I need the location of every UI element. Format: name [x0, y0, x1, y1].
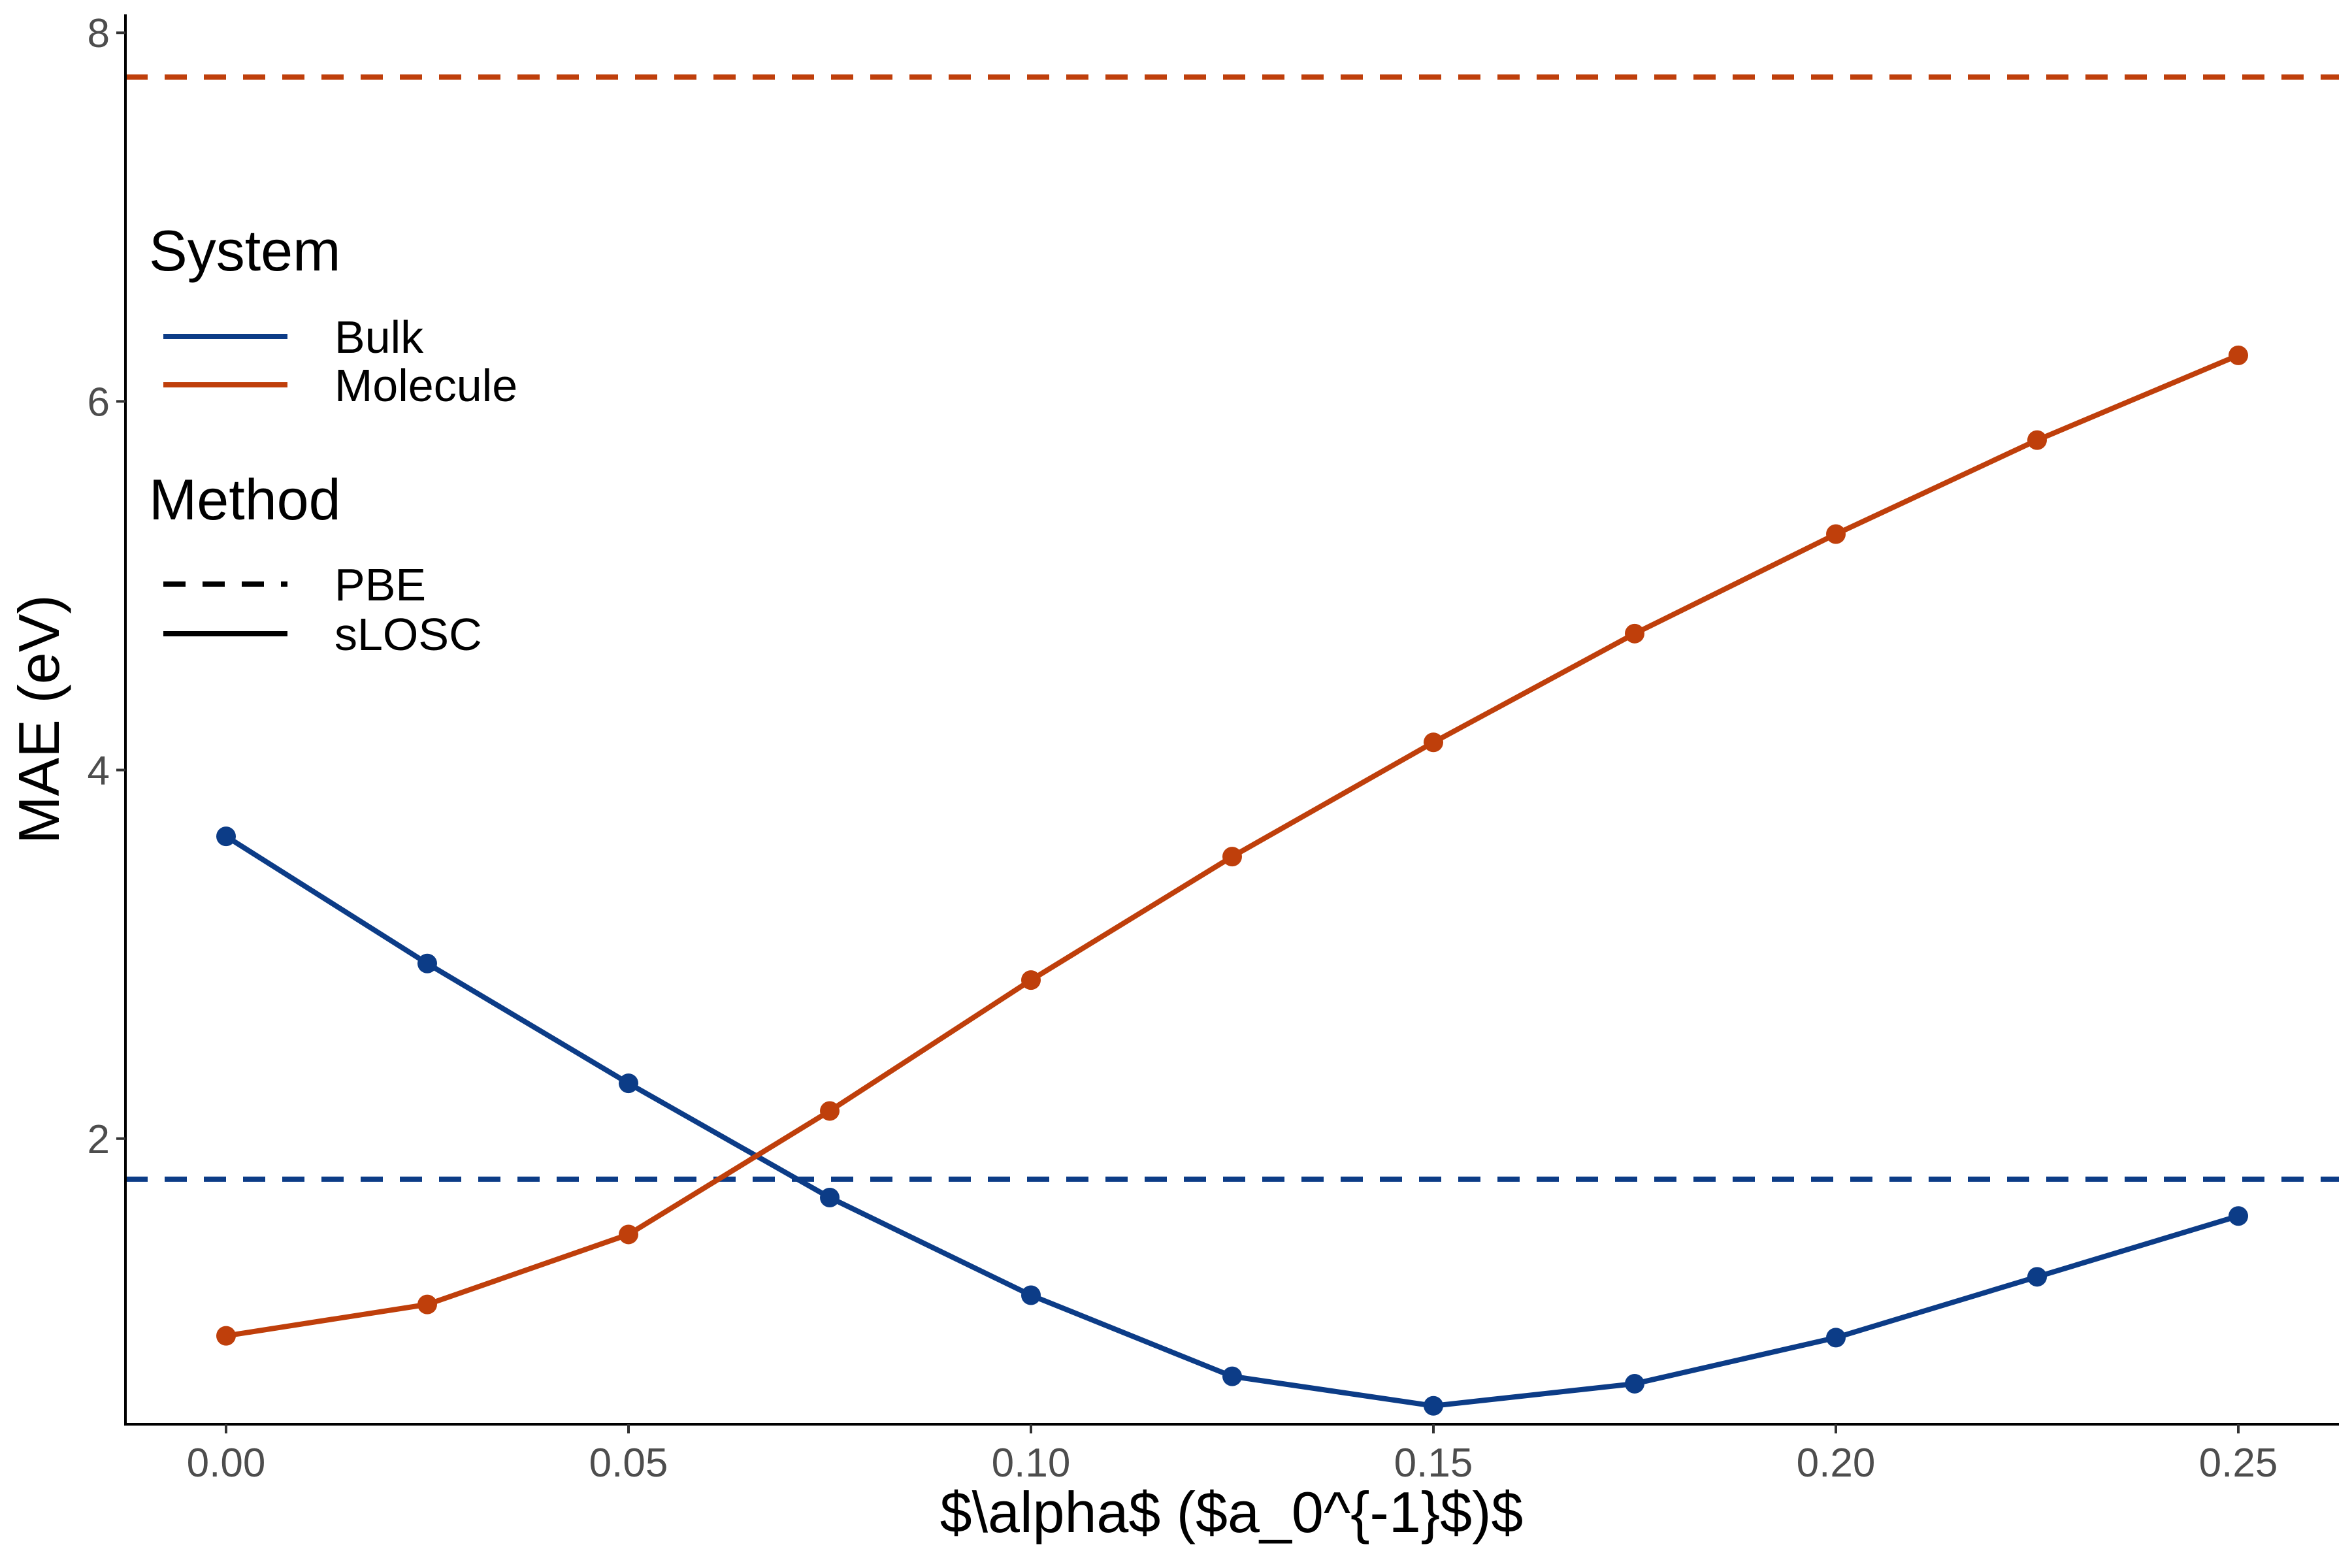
- legend-label-slosc: sLOSC: [335, 609, 482, 660]
- point-molecule-3: [820, 1101, 840, 1121]
- x-tick-label: 0.25: [2199, 1441, 2278, 1486]
- series-line-molecule: [225, 353, 2240, 1339]
- point-molecule-10: [2229, 345, 2248, 365]
- y-tick-label: 2: [88, 1117, 110, 1162]
- point-molecule-0: [216, 1326, 236, 1346]
- legend-title-method: Method: [149, 467, 341, 532]
- point-bulk-4: [1021, 1285, 1041, 1305]
- point-molecule-9: [2027, 430, 2047, 450]
- y-ticks: 2 4 6 8: [88, 11, 125, 1162]
- legend-label-molecule: Molecule: [335, 360, 517, 411]
- point-bulk-9: [2027, 1267, 2047, 1287]
- point-bulk-8: [1826, 1328, 1846, 1348]
- point-molecule-8: [1826, 524, 1846, 544]
- point-bulk-0: [216, 826, 236, 847]
- x-tick-label: 0.20: [1797, 1441, 1876, 1486]
- point-molecule-6: [1424, 732, 1443, 753]
- legend-title-system: System: [149, 218, 340, 283]
- point-molecule-5: [1222, 847, 1242, 867]
- legend-label-bulk: Bulk: [335, 312, 424, 363]
- legend: System Bulk Molecule Method PBE sLOSC: [149, 218, 517, 660]
- legend-label-pbe: PBE: [335, 559, 426, 610]
- point-molecule-4: [1021, 970, 1041, 990]
- x-tick-label: 0.00: [187, 1441, 266, 1486]
- point-molecule-1: [417, 1294, 437, 1315]
- series-lines: [224, 353, 2240, 1409]
- series-line-bulk: [224, 834, 2240, 1409]
- point-bulk-2: [619, 1073, 638, 1094]
- point-bulk-6: [1424, 1396, 1443, 1416]
- y-tick-label: 8: [88, 11, 110, 56]
- point-molecule-7: [1625, 623, 1644, 644]
- series-points: [216, 345, 2248, 1416]
- x-tick-label: 0.05: [589, 1441, 668, 1486]
- axes: [124, 14, 2339, 1426]
- point-bulk-5: [1222, 1366, 1242, 1386]
- point-bulk-3: [820, 1188, 840, 1208]
- point-bulk-10: [2229, 1206, 2248, 1226]
- x-ticks: 0.00 0.05 0.10 0.15 0.20 0.25: [187, 1424, 2278, 1486]
- y-tick-label: 4: [88, 749, 110, 794]
- y-axis-title: MAE (eV): [7, 595, 71, 843]
- point-bulk-7: [1625, 1373, 1644, 1394]
- x-tick-label: 0.10: [992, 1441, 1071, 1486]
- point-molecule-2: [619, 1224, 638, 1245]
- reference-lines: [125, 74, 2339, 1182]
- point-bulk-1: [417, 953, 437, 973]
- x-tick-label: 0.15: [1394, 1441, 1473, 1486]
- x-axis-title: $\alpha$ ($a_0^{-1}$)$: [940, 1480, 1524, 1544]
- y-tick-label: 6: [88, 380, 110, 425]
